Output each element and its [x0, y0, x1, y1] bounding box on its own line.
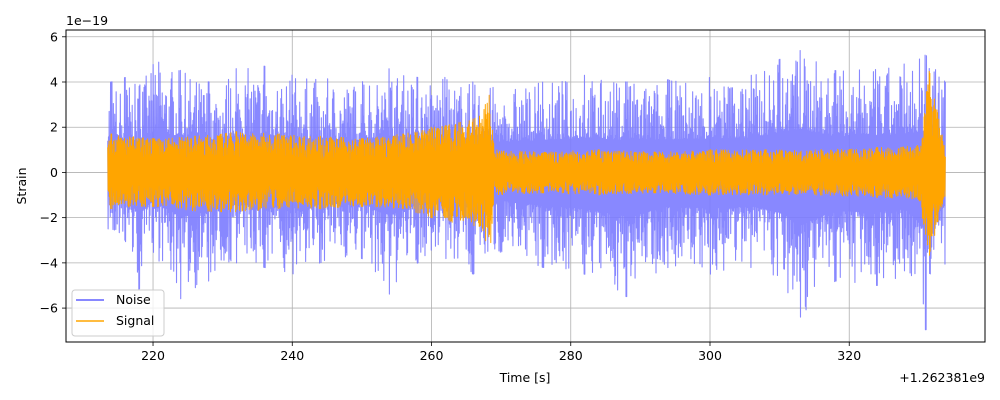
y-tick-label: 0 — [50, 165, 58, 180]
y-tick-label: −6 — [40, 301, 58, 316]
x-offset-label: +1.262381e9 — [899, 370, 985, 385]
y-scale-label: 1e−19 — [66, 13, 108, 28]
y-tick-label: 6 — [50, 29, 58, 44]
y-tick-label: 4 — [50, 75, 58, 90]
axes-frame — [65, 29, 986, 343]
legend-box — [71, 289, 165, 337]
x-tick-label: 260 — [420, 348, 444, 363]
legend: Noise Signal — [71, 289, 165, 337]
noise-series-line — [107, 49, 946, 331]
x-tick-label: 220 — [141, 348, 165, 363]
x-tick-label: 280 — [559, 348, 583, 363]
y-tick-label: −2 — [40, 210, 58, 225]
x-axis: 220 240 260 280 300 320 — [141, 342, 861, 363]
x-axis-label: Time [s] — [499, 370, 551, 385]
legend-signal-label: Signal — [116, 313, 154, 328]
y-tick-label: −4 — [40, 255, 58, 270]
y-tick-label: 2 — [50, 120, 58, 135]
y-axis-label: Strain — [14, 167, 29, 204]
x-tick-label: 320 — [837, 348, 861, 363]
x-tick-label: 240 — [280, 348, 304, 363]
y-axis: −6 −4 −2 0 2 4 6 — [40, 29, 66, 316]
x-tick-label: 300 — [698, 348, 722, 363]
legend-noise-label: Noise — [116, 292, 151, 307]
plot-area — [107, 49, 946, 331]
signal-series-line — [107, 70, 946, 256]
